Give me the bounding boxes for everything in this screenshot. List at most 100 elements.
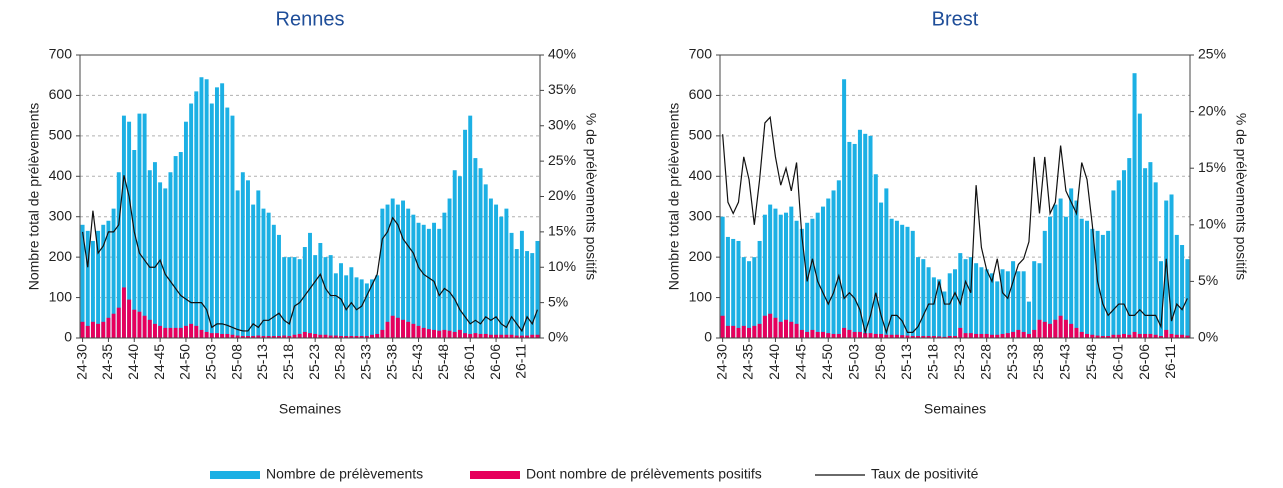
x-tick-label: 26-01: [1109, 344, 1125, 380]
bar: [395, 317, 400, 338]
bar: [158, 325, 163, 338]
bar: [442, 212, 447, 338]
bar: [1153, 334, 1158, 338]
bar: [1148, 162, 1153, 338]
bar: [868, 333, 873, 338]
bar: [370, 279, 374, 338]
bar: [1095, 230, 1100, 338]
bar: [509, 334, 514, 338]
bar: [1048, 216, 1053, 338]
x-tick-label: 25-43: [1057, 344, 1073, 380]
bar: [411, 323, 416, 338]
bar: [163, 327, 168, 338]
bar: [240, 172, 245, 338]
bar: [261, 208, 266, 338]
y2-tick-label: 10%: [548, 258, 576, 274]
bar: [178, 152, 183, 338]
chart-title: Rennes: [276, 8, 345, 30]
bar: [121, 287, 126, 338]
bar: [514, 335, 519, 338]
bar: [535, 334, 540, 338]
bar: [1005, 271, 1010, 338]
bar: [483, 184, 488, 338]
bar: [302, 247, 307, 338]
bar: [1085, 220, 1090, 338]
bar: [266, 212, 271, 338]
y-tick-label: 200: [689, 248, 713, 264]
bar: [519, 335, 524, 338]
bar: [1063, 216, 1068, 338]
bar: [230, 115, 235, 339]
bar: [328, 255, 333, 338]
bar: [1158, 335, 1163, 338]
x-tick-label: 25-18: [280, 344, 296, 380]
bar: [847, 329, 852, 338]
bar: [390, 198, 395, 338]
bar: [995, 334, 1000, 338]
bar: [1132, 331, 1137, 338]
plot-frame: [79, 54, 541, 339]
bar: [90, 240, 95, 338]
bar: [910, 230, 915, 338]
bar: [152, 323, 157, 338]
bar: [921, 335, 926, 338]
bar: [815, 212, 820, 338]
bar: [1079, 331, 1084, 338]
bar: [1132, 73, 1137, 338]
bar: [473, 333, 478, 338]
bar: [1100, 234, 1105, 338]
bar: [762, 315, 767, 338]
x-tick-label: 24-50: [177, 344, 193, 380]
bar: [989, 273, 994, 338]
bar: [116, 307, 121, 338]
y2-tick-label: 5%: [548, 293, 568, 309]
x-tick-label: 25-28: [977, 344, 993, 380]
y-tick-label: 0: [64, 329, 72, 345]
bar: [921, 259, 926, 338]
bar: [1016, 271, 1021, 338]
x-tick-label: 25-33: [1004, 344, 1020, 380]
bar: [889, 334, 894, 338]
bar: [958, 253, 963, 338]
bar: [1085, 333, 1090, 338]
bar: [1069, 188, 1074, 338]
y2-axis-title: % de prélèvements positifs: [1233, 113, 1249, 280]
bar: [530, 334, 535, 338]
bar: [246, 335, 250, 338]
bar: [282, 257, 287, 338]
bar: [1111, 190, 1116, 338]
bar: [380, 208, 385, 338]
bar: [354, 335, 359, 338]
bar: [308, 333, 312, 338]
bar: [889, 218, 894, 338]
bar: [525, 335, 530, 338]
chart-title: Brest: [932, 8, 979, 30]
plot-frame: [719, 54, 1191, 339]
legend-label: Dont nombre de prélèvements positifs: [526, 466, 762, 482]
bar: [1106, 230, 1111, 338]
bar: [473, 158, 478, 338]
bar: [1137, 113, 1142, 338]
bar: [842, 327, 847, 338]
x-tick-label: 25-48: [1083, 344, 1099, 380]
bar: [974, 333, 979, 338]
bar: [478, 333, 483, 338]
bar: [189, 323, 194, 338]
y-tick-label: 100: [49, 288, 73, 304]
y-tick-label: 700: [49, 46, 73, 62]
bar: [1100, 335, 1105, 338]
bar: [1042, 230, 1047, 338]
bar: [463, 129, 468, 338]
bar: [132, 309, 137, 338]
bar: [794, 323, 799, 338]
bar: [137, 311, 142, 338]
bar: [204, 79, 209, 338]
bar: [364, 283, 369, 338]
x-tick-label: 25-48: [435, 344, 451, 380]
x-tick-label: 25-08: [228, 344, 244, 380]
bar: [1127, 334, 1132, 338]
y2-tick-label: 25%: [548, 152, 576, 168]
bar: [447, 330, 452, 338]
bar: [1032, 261, 1037, 338]
bar: [1095, 335, 1100, 338]
